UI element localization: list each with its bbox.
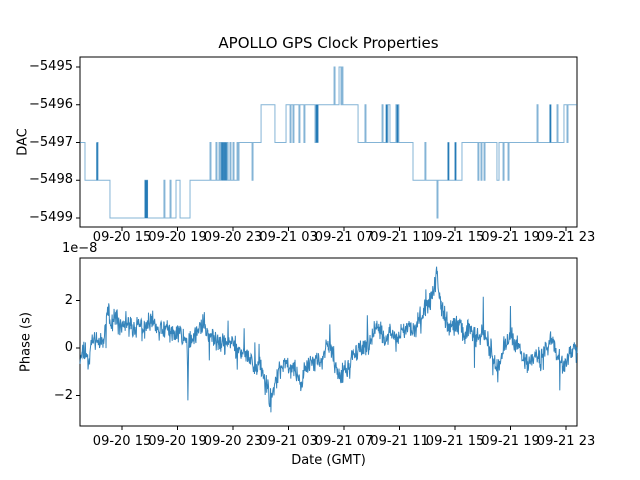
dac-xtick-label: 09-20 19 [148,230,207,245]
dac-xtick-label: 09-21 23 [536,230,596,245]
date-axis-label: Date (GMT) [291,453,366,468]
phase-xtick-label: 09-20 23 [203,434,263,449]
axis-tick-marks [76,66,567,430]
phase-xtick-label: 09-21 07 [314,434,374,449]
phase-xtick-label: 09-21 03 [259,434,318,449]
dac-xtick-label: 09-20 23 [203,230,263,245]
phase-offset-text: 1e−8 [62,241,98,256]
dac-xtick-label: 09-21 15 [425,230,485,245]
phase-ytick-label: 2 [64,292,73,308]
dac-xtick-label: 09-21 11 [370,230,429,245]
phase-ytick-label: −2 [53,387,73,403]
dac-ytick-label: −5499 [29,210,73,225]
phase-xtick-label: 09-21 19 [481,434,540,449]
figure-title: APOLLO GPS Clock Properties [218,34,439,52]
phase-ytick-label: 0 [64,340,73,355]
phase-xtick-label: 09-20 15 [92,434,152,449]
dac-step-line [80,66,577,219]
dac-ytick-label: −5498 [29,172,73,188]
dac-ytick-label: −5496 [29,96,73,112]
phase-xtick-label: 09-21 15 [425,434,485,449]
phase-plot-spines [79,257,578,427]
dac-dense-transitions [96,104,552,218]
dac-ytick-label: −5497 [29,134,73,150]
dac-xtick-label: 09-21 07 [314,230,374,245]
phase-noise-line [79,266,578,413]
phase-xtick-label: 09-21 23 [536,434,596,449]
phase-xtick-label: 09-20 19 [148,434,207,449]
phase-xtick-label: 09-21 11 [370,434,429,449]
dac-xtick-label: 09-21 19 [481,230,540,245]
dac-ytick-label: −5495 [29,59,73,74]
dac-xtick-label: 09-20 15 [92,230,152,245]
dac-xtick-label: 09-21 03 [259,230,318,245]
